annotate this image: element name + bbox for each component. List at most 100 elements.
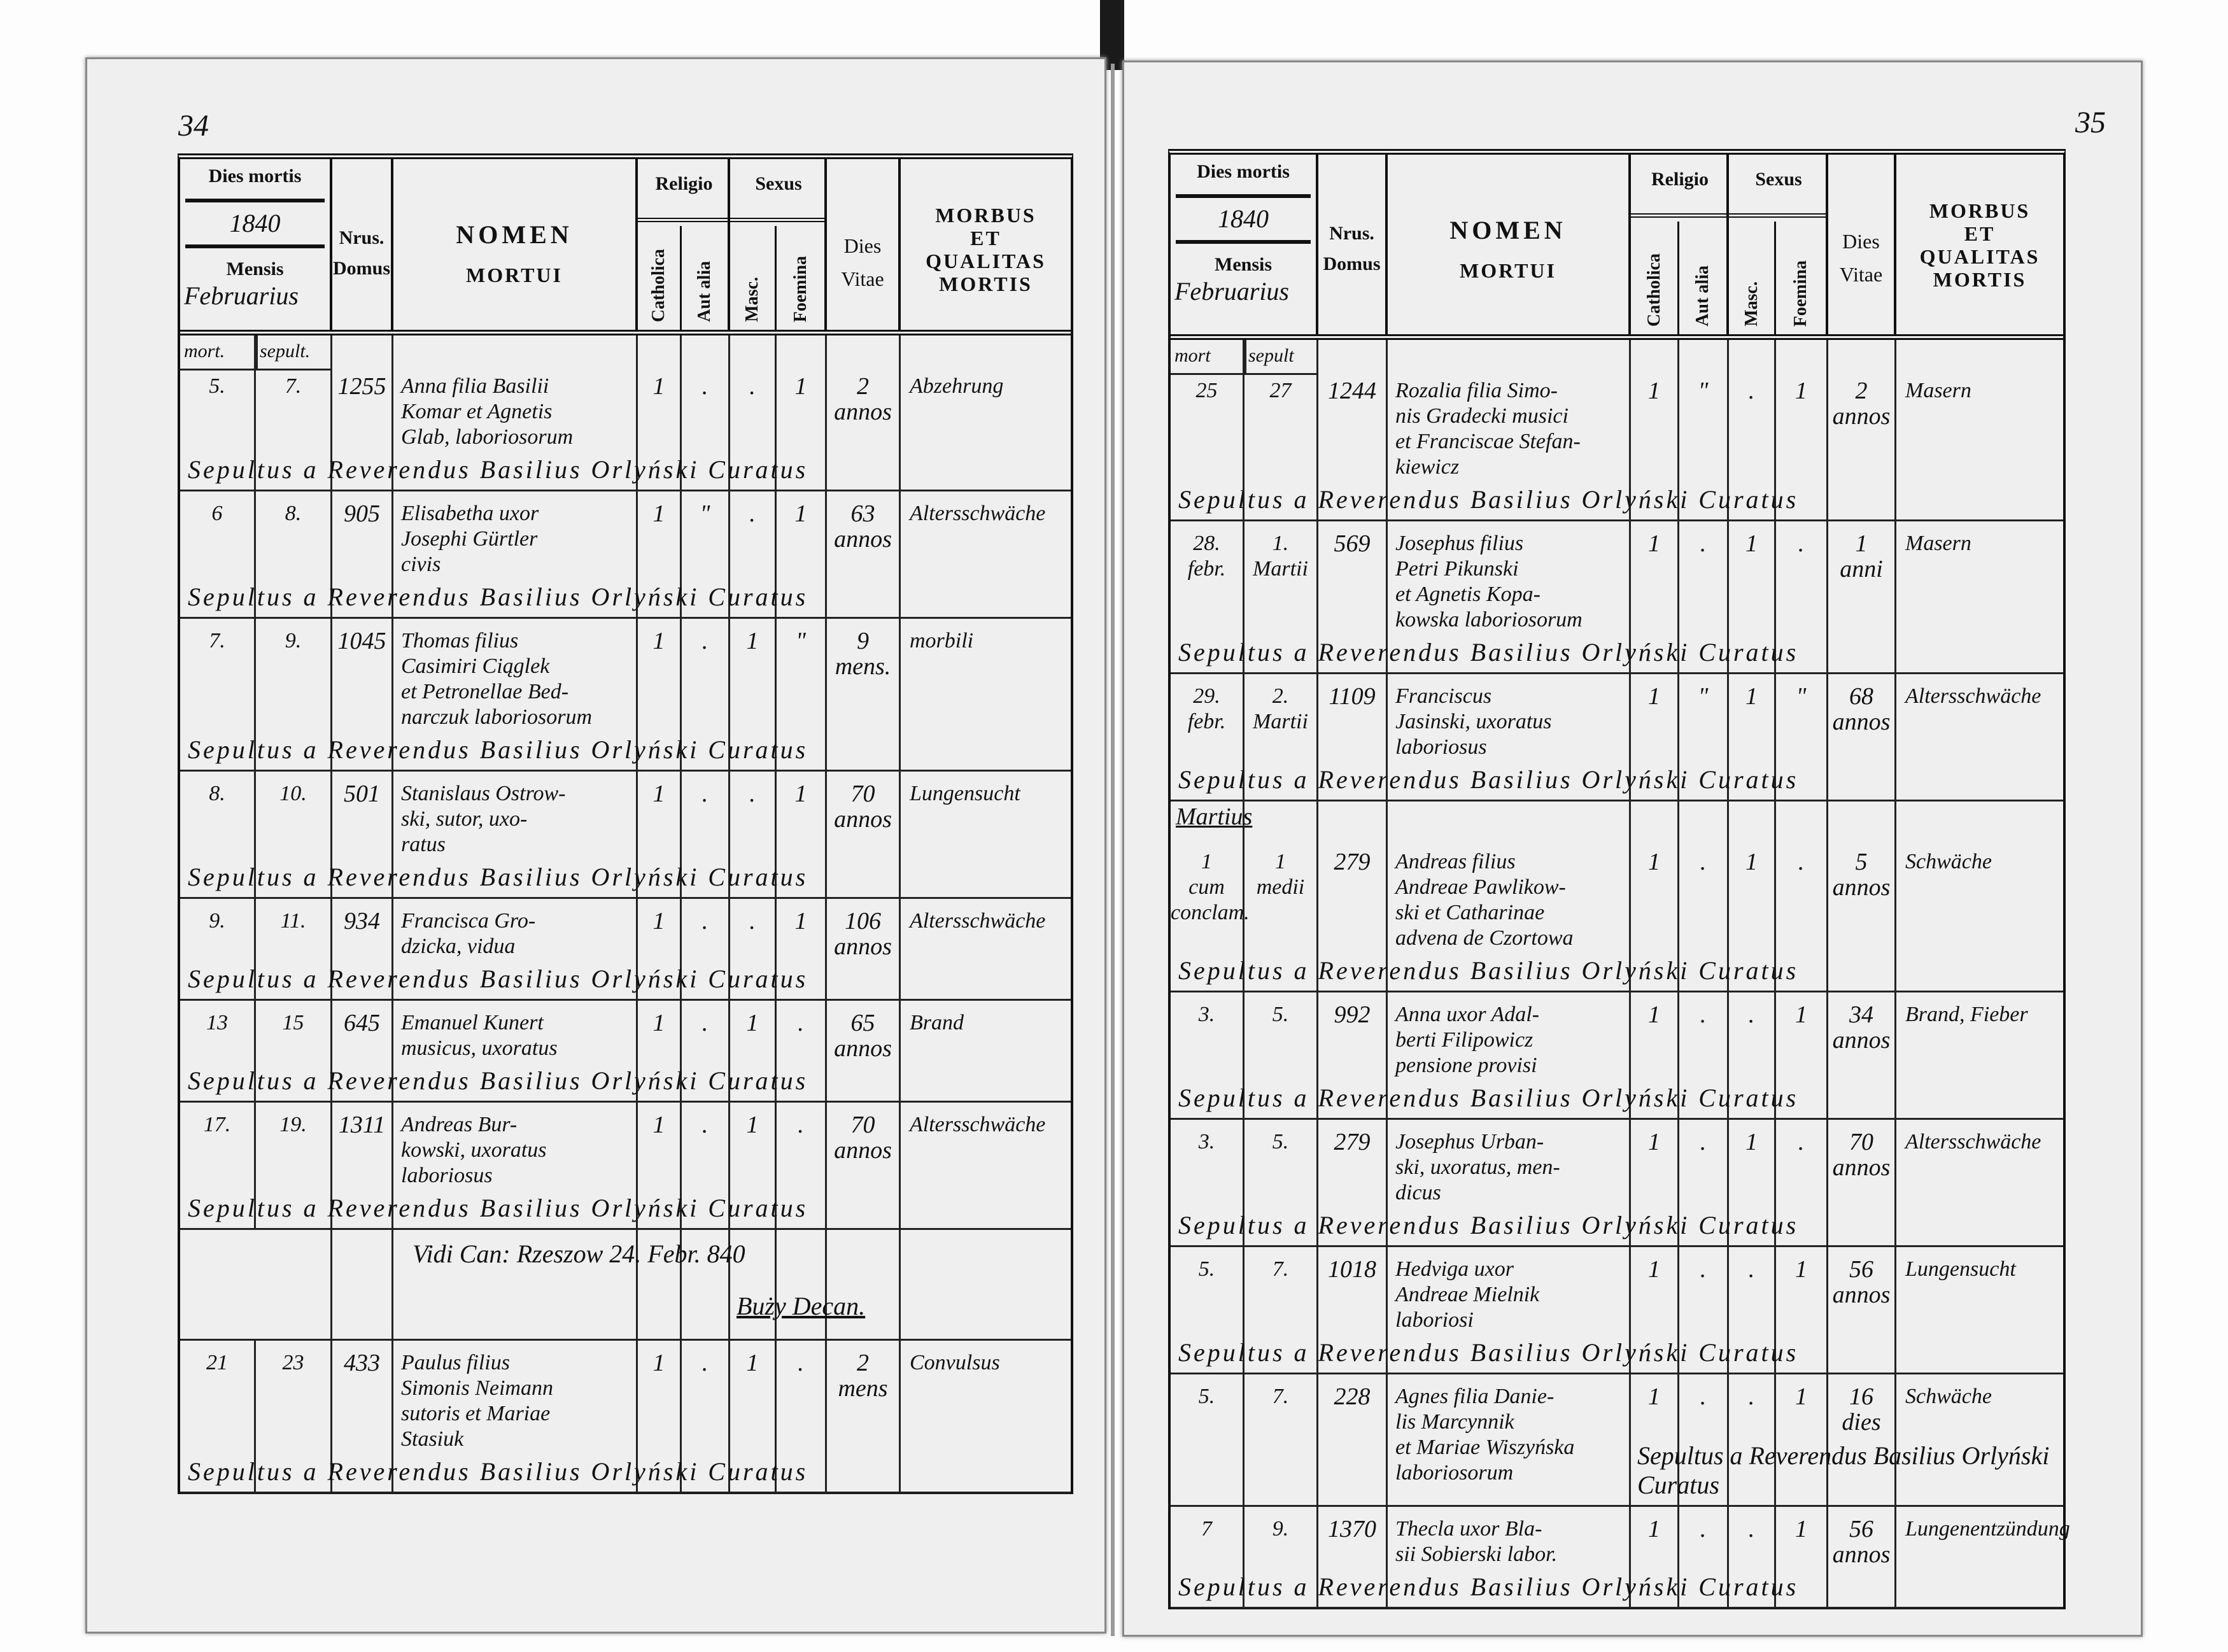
header-catholica: Catholica <box>638 226 682 330</box>
burial-note: Sepultus a Reverendus Basilius Orlyński … <box>188 735 808 764</box>
mortui-label: MORTUI <box>1460 259 1556 282</box>
sex-female: . <box>1776 800 1828 991</box>
age: 70 annos <box>827 770 901 897</box>
mort-divider <box>256 335 258 369</box>
aut-alia-label: Aut alia <box>1693 265 1712 327</box>
house-number: 228 <box>1318 1373 1388 1505</box>
deceased-name: Stanislaus Ostrow- ski, sutor, uxo- ratu… <box>393 770 638 897</box>
sex-male: . <box>730 490 777 617</box>
dies-mortis-label: Dies mortis <box>1197 161 1290 182</box>
religion-catholic: 1 <box>638 1101 682 1228</box>
morbus-label: MORBUS ET QUALITAS MORTIS <box>926 204 1046 295</box>
religion-catholic: 1 <box>1631 340 1679 519</box>
sex-female: 1 <box>777 897 827 999</box>
house-number: 501 <box>332 770 393 897</box>
deceased-name: Paulus filius Simonis Neimann sutoris et… <box>393 1339 638 1492</box>
cause-of-death: Brand <box>910 1011 964 1034</box>
age: 70 annos <box>1828 1118 1896 1245</box>
col-line <box>1679 155 1729 222</box>
sex-male: 1 <box>730 1339 777 1492</box>
cause-of-death: Altersschwäche <box>910 502 1046 525</box>
religion-other: . <box>682 335 730 490</box>
religion-other: . <box>1679 991 1729 1118</box>
mensis-label: Mensis <box>1215 254 1272 275</box>
house-number: 433 <box>332 1339 393 1492</box>
table-row: 8. 10. 501 Stanislaus Ostrow- ski, sutor, u… <box>180 770 1071 899</box>
religion-other: . <box>1679 519 1729 672</box>
burial-note: Sepultus a Reverendus Basilius Orlyński … <box>188 863 808 891</box>
table-row: 17. 19. 1311 Andreas Bur- kowski, uxoratus … <box>180 1101 1071 1230</box>
age: 34 annos <box>1828 991 1896 1118</box>
sex-male: . <box>1729 991 1776 1118</box>
header-foemina: Foemina <box>1776 222 1828 334</box>
age: 68 annos <box>1828 672 1896 800</box>
table-row: Vidi Can: Rzeszow 24. Febr. 840 Buży Deca… <box>180 1228 1071 1341</box>
col-line <box>1776 155 1828 222</box>
date-of-burial: 15 <box>256 999 332 1101</box>
religion-catholic: 1 <box>1631 1118 1679 1245</box>
year-label: 1840 <box>229 209 281 237</box>
date-of-burial: 9. <box>256 617 332 770</box>
religion-catholic: 1 <box>1631 1245 1679 1373</box>
age: 2 mens <box>827 1339 901 1492</box>
house-number: 1018 <box>1318 1245 1388 1373</box>
date-of-death: 5. <box>180 335 256 490</box>
date-of-death: 29. febr. <box>1171 672 1244 800</box>
cause-of-death: Brand, Fieber <box>1905 1003 2028 1026</box>
religion-catholic: 1 <box>638 490 682 617</box>
date-of-burial: 7. <box>1244 1245 1318 1373</box>
date-of-death: 3. <box>1171 991 1244 1118</box>
date-of-death: 6 <box>180 490 256 617</box>
sex-male: 1 <box>1729 519 1776 672</box>
sex-male: 1 <box>1729 800 1776 991</box>
deceased-name: Emanuel Kunert musicus, uxoratus <box>393 999 638 1101</box>
age: 63 annos <box>827 490 901 617</box>
sex-female: 1 <box>1776 1373 1828 1505</box>
house-number: 992 <box>1318 991 1388 1118</box>
religion-other: . <box>682 617 730 770</box>
house-number: 279 <box>1318 800 1388 991</box>
burial-note: Sepultus a Reverendus Basilius Orlyński … <box>1637 1441 2050 1499</box>
house-number: 279 <box>1318 1118 1388 1245</box>
group-divider <box>638 218 827 222</box>
sex-female: . <box>777 1339 827 1492</box>
house-number: 1370 <box>1318 1505 1388 1607</box>
religion-other: . <box>1679 800 1729 991</box>
cause-of-death: Schwäche <box>1905 1385 1992 1408</box>
sex-male: . <box>1729 1245 1776 1373</box>
empty-cell <box>682 1228 730 1339</box>
mort-label: mort. <box>184 341 225 362</box>
month-label: Februarius <box>184 281 299 310</box>
religion-other: " <box>682 490 730 617</box>
burial-note: Sepultus a Reverendus Basilius Orlyński … <box>188 1457 808 1486</box>
table-row: 5. 7. 228 Agnes filia Danie- lis Marcynnik … <box>1171 1373 2063 1507</box>
table-row: 3. 5. 279 Josephus Urban- ski, uxoratus, me… <box>1171 1118 2063 1247</box>
dies-vitae-label: Dies Vitae <box>841 234 884 290</box>
header-masc: Masc. <box>730 226 777 330</box>
sex-female: " <box>777 617 827 770</box>
sex-male: . <box>1729 340 1776 519</box>
empty-cell <box>638 1228 682 1339</box>
burial-note: Sepultus a Reverendus Basilius Orlyński … <box>188 582 808 611</box>
sex-male: 1 <box>730 617 777 770</box>
header-foemina: Foemina <box>777 226 827 330</box>
sex-male: . <box>1729 1373 1776 1505</box>
religion-catholic: 1 <box>1631 1505 1679 1607</box>
header-dies-vitae: Dies Vitae <box>827 159 901 330</box>
table-row: 21 23 433 Paulus filius Simonis Neimann sut… <box>180 1339 1071 1493</box>
deceased-name: Anna filia Basilii Komar et Agnetis Glab… <box>393 335 638 490</box>
deceased-name: Andreas Bur- kowski, uxoratus laboriosus <box>393 1101 638 1228</box>
sex-male: . <box>730 770 777 897</box>
table-row: 7. 9. 1045 Thomas filius Casimiri Ciąglek e… <box>180 617 1071 772</box>
date-of-burial: 1 medii <box>1244 800 1318 991</box>
cause-of-death: Lungenentzündung <box>1905 1517 2070 1541</box>
header-morbus: MORBUS ET QUALITAS MORTIS <box>1896 155 2063 334</box>
religion-other: . <box>1679 1245 1729 1373</box>
date-of-death: 25 <box>1171 340 1244 519</box>
table-row: 28. febr. 1. Martii 569 Josephus filius Pet… <box>1171 519 2063 674</box>
burial-note: Sepultus a Reverendus Basilius Orlyński … <box>188 1066 808 1095</box>
date-of-burial: 10. <box>256 770 332 897</box>
sepult-label: sepult <box>1248 345 1294 366</box>
date-of-burial: 27 <box>1244 340 1318 519</box>
deceased-name: Thomas filius Casimiri Ciąglek et Petron… <box>393 617 638 770</box>
